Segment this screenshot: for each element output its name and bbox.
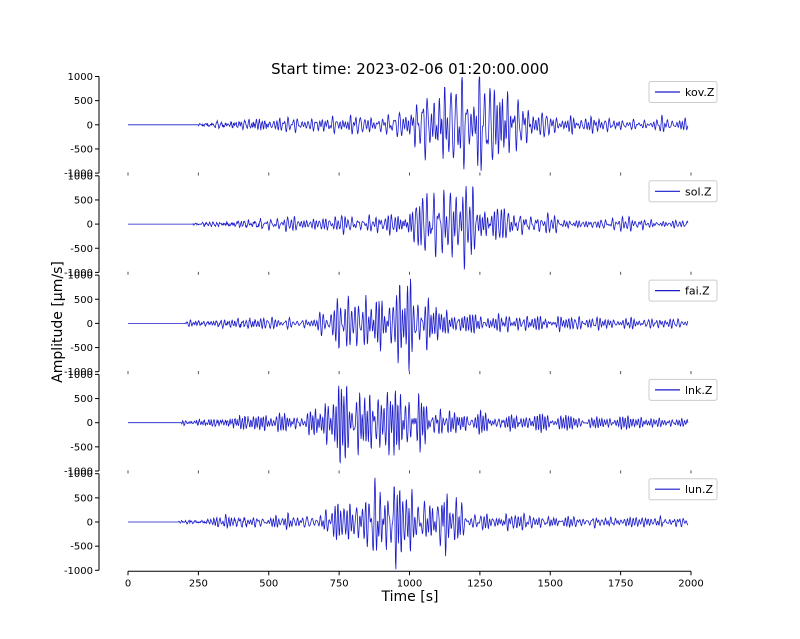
x-tick-label: 1000 [397,578,422,589]
panel-sol-Z: -1000 -500 0 500 1000 sol.Z [64,171,718,279]
legend-lnk-Z: lnk.Z [648,378,718,401]
legend-lun-Z: lun.Z [648,478,718,501]
x-tick-label: 1750 [608,578,633,589]
panels-group: -1000 -500 0 500 1000 kov.Z -1000 -500 0 500 1000 s… [64,72,718,577]
y-tick-label: -500 [70,144,93,155]
y-tick-label: -500 [70,542,93,553]
x-tick-label: 2000 [678,578,703,589]
y-tick-label: 1000 [68,469,93,480]
y-tick-label: -1000 [64,467,93,478]
y-tick-label: 1000 [68,370,93,381]
y-tick-label: 1000 [68,72,93,83]
y-tick-label: 500 [74,493,93,504]
y-tick-label: -1000 [64,566,93,577]
legend-label: fai.Z [685,285,710,298]
y-tick-label: -500 [70,442,93,453]
y-tick-label: 500 [74,96,93,107]
y-tick-label: 0 [87,319,93,330]
y-tick-label: 500 [74,394,93,405]
waveform-fai-Z [128,278,689,372]
x-tick-label: 1250 [467,578,492,589]
x-tick-label: 250 [189,578,208,589]
legend-label: sol.Z [685,185,712,198]
waveform-lun-Z [128,477,689,570]
legend-label: lnk.Z [685,384,713,397]
waveform-kov-Z [128,76,689,171]
panel-lun-Z: -1000 -500 0 500 1000 lun.Z [64,469,718,577]
legend-kov-Z: kov.Z [648,81,718,103]
y-tick-label: 500 [74,195,93,206]
waveform-lnk-Z [128,385,689,464]
y-tick-label: -500 [70,244,93,255]
x-tick-label: 750 [330,578,349,589]
y-tick-label: 0 [87,220,93,231]
chart-title: Start time: 2023-02-06 01:20:00.000 [271,60,549,78]
y-tick-label: 1000 [68,271,93,282]
panel-kov-Z: -1000 -500 0 500 1000 kov.Z [64,72,718,180]
y-tick-label: 0 [87,518,93,529]
x-axis: 0 250 500 750 1000 1250 1500 1750 2000 [125,570,704,589]
y-axis-label: Amplitude [μm/s] [50,261,66,383]
x-tick-label: 500 [259,578,278,589]
legend-box [648,378,718,401]
panel-fai-Z: -1000 -500 0 500 1000 fai.Z [64,271,718,378]
x-axis-label: Time [s] [381,589,439,605]
x-tick-label: 0 [125,578,131,589]
y-tick-label: 500 [74,295,93,306]
panel-lnk-Z: -1000 -500 0 500 1000 lnk.Z [64,370,718,478]
y-tick-label: -1000 [64,268,93,279]
legend-label: kov.Z [685,86,715,99]
waveform-sol-Z [128,185,689,270]
y-tick-label: -1000 [64,169,93,180]
legend-box [648,478,718,501]
legend-box [648,180,718,203]
legend-label: lun.Z [685,483,713,496]
legend-fai-Z: fai.Z [648,279,718,302]
legend-sol-Z: sol.Z [648,180,718,203]
legend-box [648,279,718,302]
x-tick-label: 1500 [538,578,563,589]
y-tick-label: 0 [87,418,93,429]
y-tick-label: -500 [70,343,93,354]
y-tick-label: 1000 [68,171,93,182]
y-tick-label: 0 [87,120,93,131]
y-tick-label: -1000 [64,367,93,378]
legend-box [648,81,718,103]
